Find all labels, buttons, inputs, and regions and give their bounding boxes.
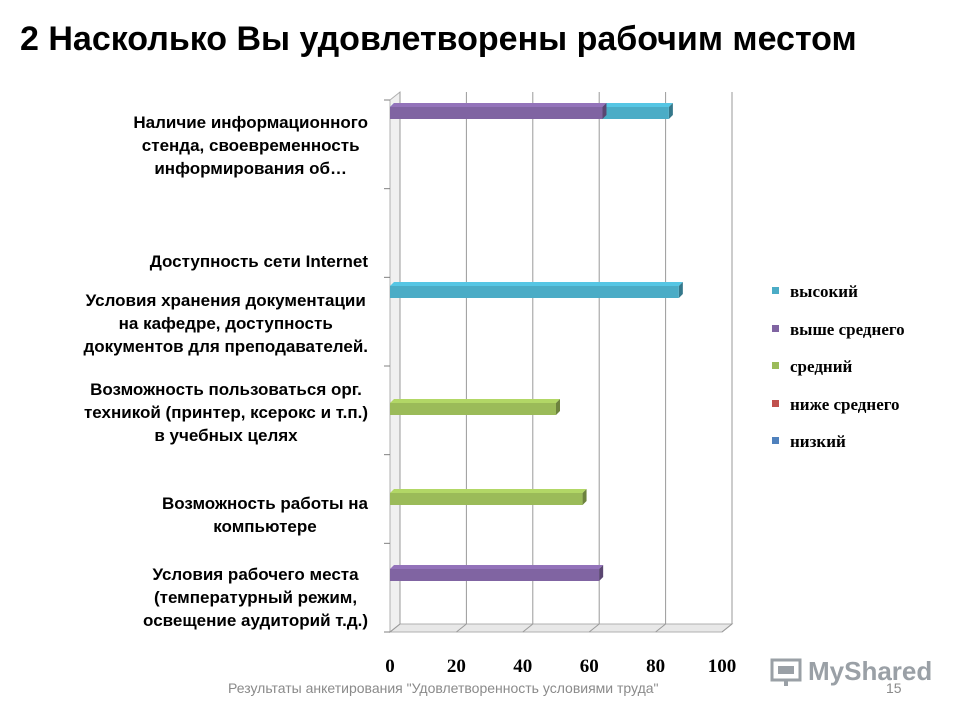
x-tick-label-20: 20: [447, 656, 466, 677]
bar-top-3: [390, 399, 560, 403]
presentation-icon: [770, 658, 802, 686]
bar-5: [390, 569, 600, 581]
category-label-line: компьютере: [213, 517, 317, 536]
footer-caption: Результаты анкетирования "Удовлетворенно…: [228, 680, 659, 696]
x-tick-label-40: 40: [513, 656, 532, 677]
x-tick-label-60: 60: [580, 656, 599, 677]
bar-end-4: [582, 489, 587, 505]
x-tick-label-100: 100: [708, 656, 737, 677]
category-label-2: Условия хранения документации на кафедре,…: [83, 289, 368, 358]
bar-top-2: [390, 282, 683, 286]
floor-line-100: [721, 623, 733, 633]
legend-label: средний: [790, 357, 853, 376]
plot-back-wall: [400, 92, 732, 624]
legend-swatch: [772, 437, 779, 444]
bar-end-0: [668, 103, 673, 119]
plot-floor: [388, 623, 734, 633]
bar-2: [390, 286, 679, 298]
myshared-logo: MyShared: [770, 652, 940, 692]
category-label-line: информирования об…: [154, 158, 347, 178]
legend-label: низкий: [790, 432, 846, 451]
category-label-0: Наличие информационного стенда, своевреме…: [133, 111, 368, 180]
bar-3: [390, 403, 556, 415]
floor-line-0: [389, 623, 401, 633]
legend-swatch: [772, 287, 779, 294]
category-label-line: Условия хранения документации: [85, 290, 366, 310]
legend-label: высокий: [790, 282, 858, 301]
plot-side-wall: [389, 90, 401, 634]
category-label-line: (температурный режим,: [153, 587, 358, 607]
category-label-line: Наличие информационного: [133, 112, 368, 132]
category-label-line: документов для преподавателей.: [83, 336, 368, 356]
legend-swatch: [772, 399, 779, 407]
legend-label: ниже среднего: [790, 394, 900, 414]
bar-1: [390, 107, 603, 119]
category-label-line: Условия рабочего места: [152, 564, 359, 584]
floor-line-20: [456, 623, 467, 633]
bar-end-1: [602, 103, 607, 119]
legend-label: выше среднего: [790, 319, 905, 339]
logo-text: MyShared: [808, 656, 933, 686]
category-label-line: техникой (принтер, ксерокс и т.п.): [83, 402, 368, 422]
x-tick-label-80: 80: [646, 656, 665, 677]
bar-4: [390, 493, 583, 505]
category-label-line: Возможность пользоваться орг.: [90, 379, 362, 399]
category-label-5: Условия рабочего места (температурный реж…: [143, 563, 368, 632]
bar-top-5: [390, 565, 604, 569]
category-label-3: Возможность пользоваться орг. техникой (п…: [84, 378, 368, 447]
category-label-1: Доступность сети Internet: [150, 250, 368, 273]
legend-swatch: [772, 324, 779, 332]
bar-top-1: [390, 103, 607, 107]
floor-line-40: [522, 623, 534, 633]
bar-top-4: [390, 489, 587, 493]
floor-line-60: [588, 623, 600, 633]
floor-line-80: [655, 623, 666, 633]
bar-end-5: [599, 565, 604, 581]
category-label-4: Возможность работы на компьютере: [162, 492, 368, 538]
legend-swatch: [772, 362, 779, 369]
category-label-line: Доступность сети Internet: [149, 251, 368, 271]
category-label-line: освещение аудиторий т.д.): [143, 610, 368, 630]
category-label-line: Возможность работы на: [161, 494, 368, 513]
page-title: 2 Насколько Вы удовлетворены рабочим мес…: [20, 20, 857, 58]
page-number: 15: [886, 680, 902, 696]
category-label-line: в учебных целях: [154, 425, 298, 445]
x-tick-label-0: 0: [385, 656, 395, 677]
category-label-line: стенда, своевременность: [141, 135, 360, 155]
category-label-line: на кафедре, доступность: [118, 313, 333, 333]
bar-end-2: [678, 282, 683, 298]
bar-end-3: [556, 399, 560, 415]
